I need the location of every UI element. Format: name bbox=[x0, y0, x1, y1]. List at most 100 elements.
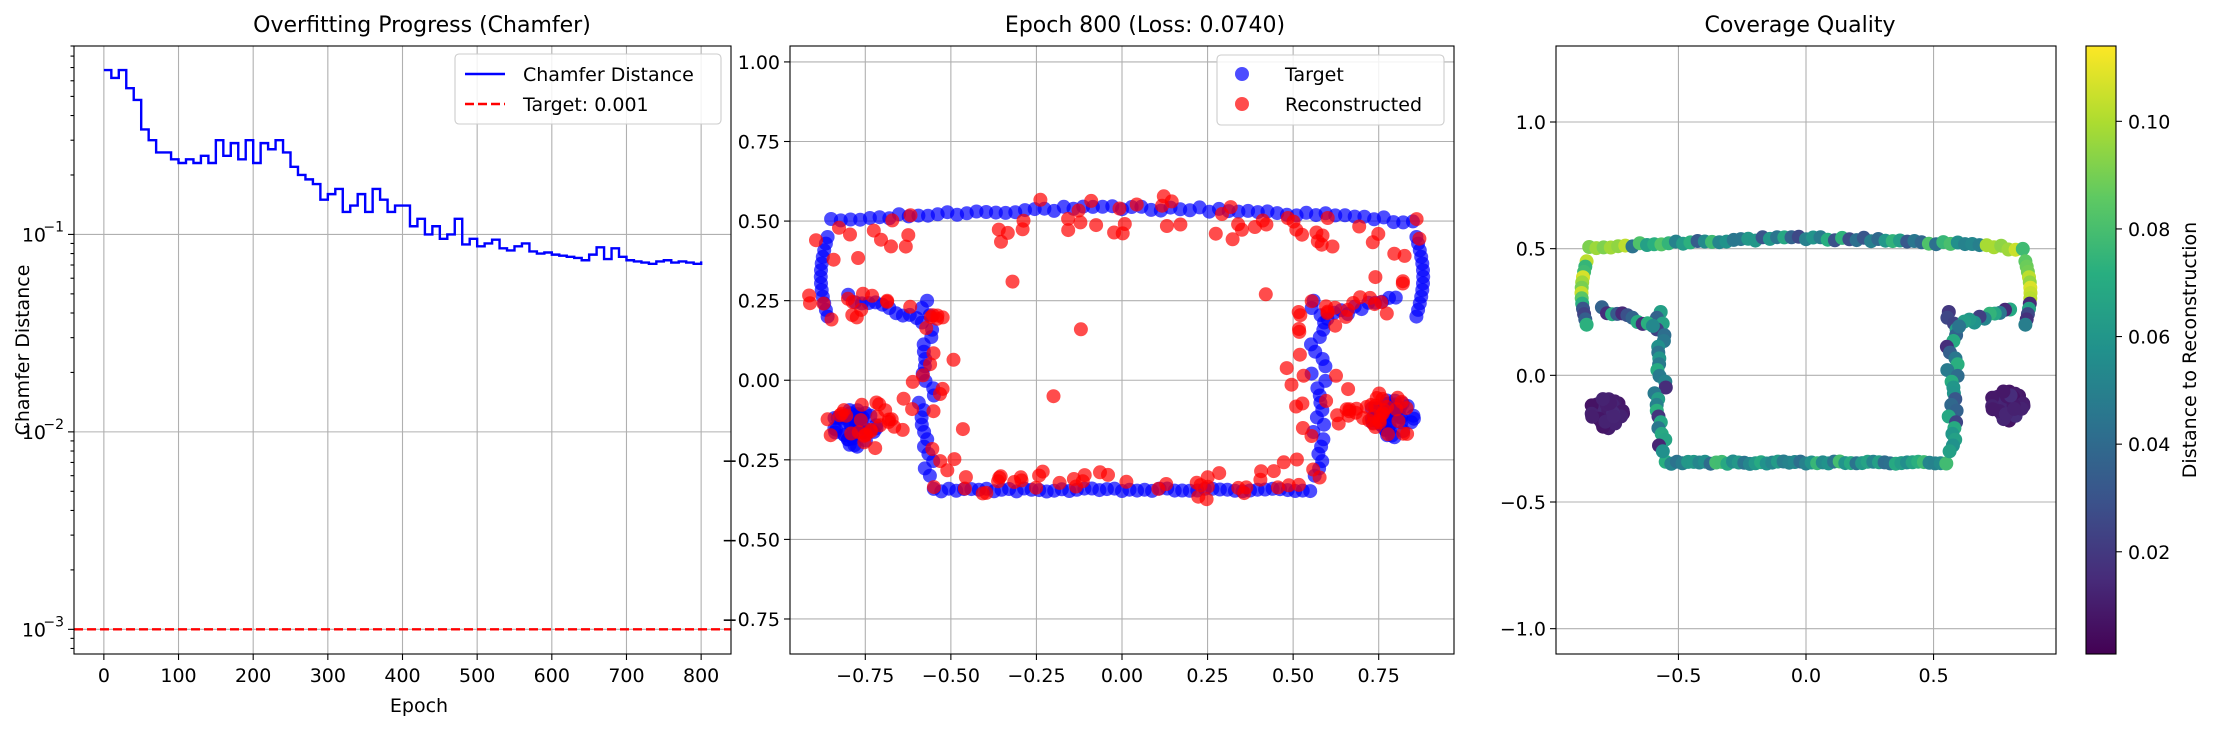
reconstructed-point bbox=[1191, 489, 1206, 504]
p3-ytick-label: 0.0 bbox=[1516, 365, 1546, 387]
reconstructed-point bbox=[1046, 389, 1061, 404]
reconstructed-point bbox=[1015, 222, 1030, 237]
reconstructed-point bbox=[957, 481, 972, 496]
reconstructed-point bbox=[1397, 248, 1412, 263]
panel1-title: Overfitting Progress (Chamfer) bbox=[253, 13, 591, 38]
reconstructed-point bbox=[1292, 347, 1307, 362]
reconstructed-point bbox=[1276, 455, 1291, 470]
coverage-point bbox=[1996, 384, 2011, 399]
reconstructed-point bbox=[865, 288, 880, 303]
reconstructed-point bbox=[1270, 480, 1285, 495]
reconstructed-point bbox=[802, 288, 817, 303]
reconstructed-point bbox=[880, 294, 895, 309]
p2-ytick-label: 0.00 bbox=[738, 370, 780, 392]
colorbar-tick-label: 0.06 bbox=[2128, 327, 2170, 349]
reconstructed-point bbox=[851, 251, 866, 265]
reconstructed-point bbox=[955, 422, 970, 437]
panel1-legend-box bbox=[454, 53, 722, 125]
reconstructed-point bbox=[1412, 231, 1427, 246]
legend-target-name: Target bbox=[1284, 64, 1344, 86]
reconstructed-point bbox=[1296, 368, 1311, 383]
target-point bbox=[1404, 415, 1419, 430]
reconstructed-point bbox=[933, 454, 948, 469]
p1-xtick-label: 600 bbox=[534, 665, 570, 687]
reconstructed-point bbox=[1032, 468, 1047, 483]
panel1-legend: Chamfer Distance Target: 0.001 bbox=[454, 53, 722, 125]
panel-epoch: Epoch 800 (Loss: 0.0740) −0.75 −0.50 −0.25… bbox=[722, 13, 1455, 687]
reconstructed-point bbox=[869, 395, 884, 410]
reconstructed-point bbox=[1391, 414, 1406, 428]
reconstructed-point bbox=[1368, 398, 1383, 413]
legend-target-marker bbox=[1235, 67, 1249, 81]
p1-xtick-label: 300 bbox=[310, 665, 346, 687]
p1-xtick-label: 700 bbox=[608, 665, 644, 687]
reconstructed-point bbox=[866, 223, 881, 238]
reconstructed-point bbox=[991, 474, 1006, 489]
reconstructed-point bbox=[1342, 402, 1357, 417]
reconstructed-point bbox=[843, 227, 857, 242]
reconstructed-point bbox=[1005, 274, 1020, 289]
reconstructed-point bbox=[1029, 480, 1044, 495]
panel3-grid bbox=[1556, 46, 2056, 654]
reconstructed-point bbox=[926, 346, 941, 361]
reconstructed-point bbox=[947, 452, 962, 467]
p2-xtick-label: −0.25 bbox=[1007, 665, 1065, 687]
colorbar-gradient bbox=[2086, 46, 2116, 654]
panel2-legend: Target Reconstructed bbox=[1216, 54, 1445, 126]
reconstructed-point bbox=[1289, 399, 1304, 414]
reconstructed-point bbox=[1173, 217, 1188, 232]
panel-coverage: Coverage Quality −0.5 0.0 0.5 −1.0 −0.5 0.0 0.… bbox=[1500, 13, 2057, 687]
reconstructed-point bbox=[1117, 217, 1132, 231]
reconstructed-point bbox=[915, 368, 930, 383]
reconstructed-point bbox=[844, 426, 859, 441]
p3-xtick-label: 0.5 bbox=[1918, 665, 1948, 687]
reconstructed-point bbox=[1346, 296, 1361, 310]
p3-xtick-label: −0.5 bbox=[1655, 665, 1701, 687]
p2-xtick-label: −0.75 bbox=[836, 665, 894, 687]
coverage-point bbox=[2018, 317, 2033, 332]
reconstructed-point bbox=[1159, 219, 1174, 233]
reconstructed-point bbox=[1223, 200, 1238, 215]
coverage-point bbox=[1645, 318, 1660, 333]
reconstructed-point bbox=[1292, 322, 1306, 336]
reconstructed-point bbox=[1279, 361, 1294, 376]
reconstructed-point bbox=[1052, 475, 1067, 490]
reconstructed-point bbox=[975, 486, 990, 501]
reconstructed-point bbox=[1374, 295, 1389, 310]
reconstructed-point bbox=[1225, 232, 1240, 247]
reconstructed-point bbox=[1231, 217, 1246, 232]
coverage-point bbox=[1655, 444, 1670, 459]
reconstructed-point bbox=[903, 299, 918, 314]
p2-ytick-label: 0.75 bbox=[738, 131, 780, 153]
panel1-grid bbox=[74, 46, 731, 654]
panel2-ticks: −0.75 −0.50 −0.25 0.00 0.25 0.50 0.75 −0.75 −0.5… bbox=[722, 52, 1400, 687]
reconstructed-point bbox=[837, 403, 851, 418]
reconstructed-point bbox=[873, 418, 888, 433]
p3-ytick-label: 1.0 bbox=[1516, 112, 1546, 134]
p1-ytick-label: 10 bbox=[22, 422, 46, 444]
coverage-point bbox=[1950, 357, 1965, 372]
reconstructed-point bbox=[816, 296, 831, 311]
reconstructed-point bbox=[925, 442, 940, 456]
reconstructed-point bbox=[1155, 198, 1170, 213]
panel3-ticks: −0.5 0.0 0.5 −1.0 −0.5 0.0 0.5 1.0 bbox=[1500, 112, 1949, 687]
p2-ytick-label: −0.25 bbox=[722, 450, 780, 472]
legend-chamfer-label: Chamfer Distance bbox=[523, 64, 694, 86]
reconstructed-point bbox=[1212, 466, 1227, 481]
reconstructed-point bbox=[820, 412, 835, 427]
p2-xtick-label: 0.00 bbox=[1101, 665, 1143, 687]
colorbar-tick-label: 0.04 bbox=[2128, 434, 2170, 456]
colorbar-frame bbox=[2085, 45, 2117, 655]
reconstructed-point bbox=[1286, 214, 1301, 229]
reconstructed-point bbox=[1101, 467, 1115, 482]
reconstructed-point bbox=[1293, 308, 1308, 323]
panel1-plot-area bbox=[74, 68, 731, 631]
reconstructed-point bbox=[1073, 322, 1088, 337]
reconstructed-point bbox=[991, 222, 1006, 237]
reconstructed-point bbox=[1291, 477, 1306, 492]
target-point bbox=[843, 212, 858, 227]
panel2-legend-box bbox=[1216, 54, 1445, 126]
reconstructed-point bbox=[1409, 212, 1424, 227]
